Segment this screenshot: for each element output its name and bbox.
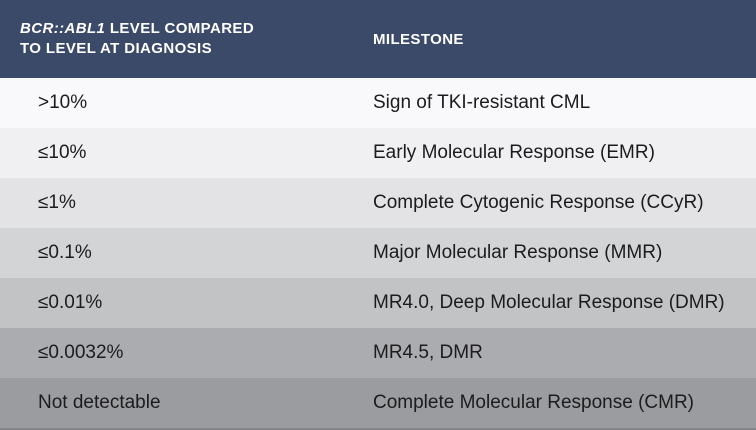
header-cell-level: BCR::ABL1 LEVEL COMPARED TO LEVEL AT DIA… [0, 19, 355, 59]
gene-symbol: BCR::ABL1 [20, 20, 106, 37]
milestone-cell: Complete Molecular Response (CMR) [373, 392, 694, 413]
level-cell: ≤1% [38, 192, 76, 213]
level-cell: Not detectable [38, 392, 161, 413]
level-cell: >10% [38, 92, 88, 113]
table-row: ≤0.01% MR4.0, Deep Molecular Response (D… [0, 278, 756, 328]
level-cell: ≤0.0032% [38, 342, 124, 363]
level-cell: ≤10% [38, 142, 87, 163]
milestone-cell: Complete Cytogenic Response (CCyR) [373, 192, 704, 213]
header-level-line2: TO LEVEL AT DIAGNOSIS [20, 40, 213, 57]
milestone-cell: MR4.5, DMR [373, 342, 483, 363]
level-cell: ≤0.1% [38, 242, 92, 263]
table-row: Not detectable Complete Molecular Respon… [0, 378, 756, 428]
table-bottom-edge [0, 428, 756, 430]
table-row: ≤0.1% Major Molecular Response (MMR) [0, 228, 756, 278]
table-row: ≤10% Early Molecular Response (EMR) [0, 128, 756, 178]
header-cell-milestone: MILESTONE [373, 30, 464, 48]
table-header-row: BCR::ABL1 LEVEL COMPARED TO LEVEL AT DIA… [0, 0, 756, 78]
milestone-cell: Sign of TKI-resistant CML [373, 92, 591, 113]
table-row: ≤0.0032% MR4.5, DMR [0, 328, 756, 378]
milestone-cell: MR4.0, Deep Molecular Response (DMR) [373, 292, 725, 313]
level-cell: ≤0.01% [38, 292, 103, 313]
milestone-cell: Major Molecular Response (MMR) [373, 242, 663, 263]
milestone-cell: Early Molecular Response (EMR) [373, 142, 655, 163]
table-row: >10% Sign of TKI-resistant CML [0, 78, 756, 128]
table-row: ≤1% Complete Cytogenic Response (CCyR) [0, 178, 756, 228]
header-level-line1: LEVEL COMPARED [109, 20, 255, 37]
